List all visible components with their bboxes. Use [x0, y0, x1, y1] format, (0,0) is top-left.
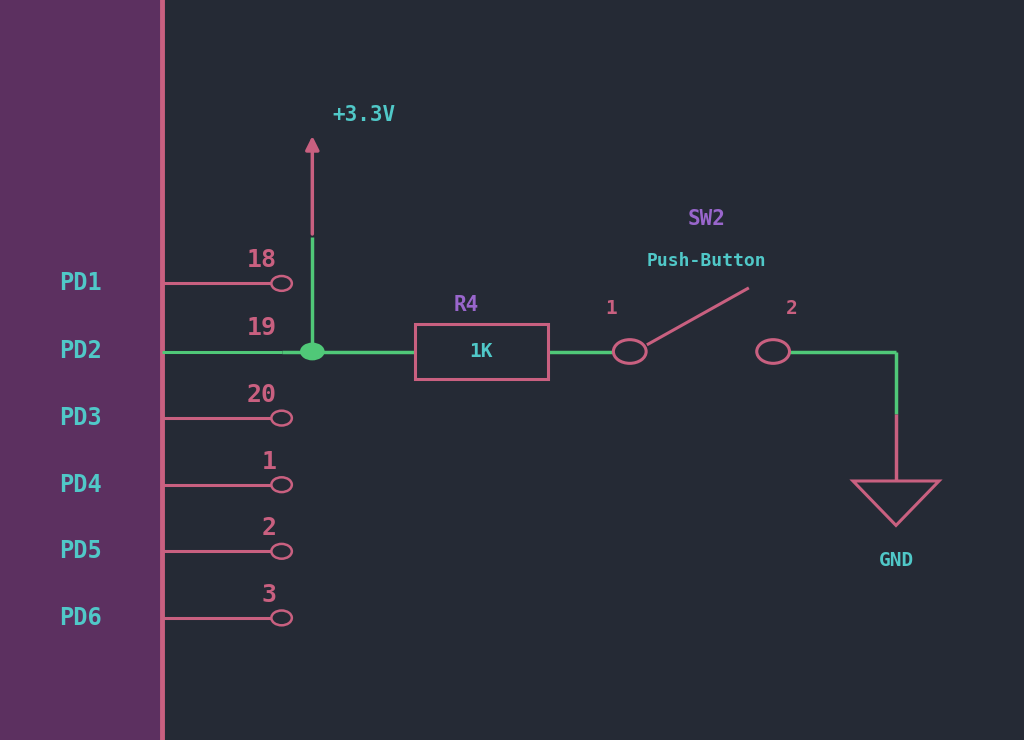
- Circle shape: [271, 544, 292, 559]
- Text: 19: 19: [247, 317, 276, 340]
- Text: R4: R4: [454, 295, 478, 314]
- Text: 2: 2: [261, 517, 276, 540]
- Text: 1: 1: [605, 299, 617, 318]
- Text: PD4: PD4: [59, 473, 102, 497]
- Text: 1: 1: [261, 450, 276, 474]
- Circle shape: [271, 276, 292, 291]
- Text: 1K: 1K: [470, 342, 493, 361]
- Text: PD2: PD2: [59, 340, 102, 363]
- FancyBboxPatch shape: [415, 324, 548, 379]
- Text: 18: 18: [247, 249, 276, 272]
- Circle shape: [300, 343, 325, 360]
- Circle shape: [757, 340, 790, 363]
- Text: 20: 20: [247, 383, 276, 407]
- Text: +3.3V: +3.3V: [333, 104, 396, 125]
- Text: Push-Button: Push-Button: [647, 252, 766, 270]
- Text: 2: 2: [785, 299, 798, 318]
- Text: 3: 3: [261, 583, 276, 607]
- Polygon shape: [853, 481, 939, 525]
- Text: PD3: PD3: [59, 406, 102, 430]
- Circle shape: [271, 411, 292, 426]
- Circle shape: [613, 340, 646, 363]
- Circle shape: [271, 610, 292, 625]
- Text: PD6: PD6: [59, 606, 102, 630]
- Bar: [0, 0, 162, 740]
- Text: PD5: PD5: [59, 539, 102, 563]
- Text: SW2: SW2: [688, 209, 725, 229]
- Circle shape: [271, 477, 292, 492]
- Text: PD1: PD1: [59, 272, 102, 295]
- Text: GND: GND: [879, 551, 913, 571]
